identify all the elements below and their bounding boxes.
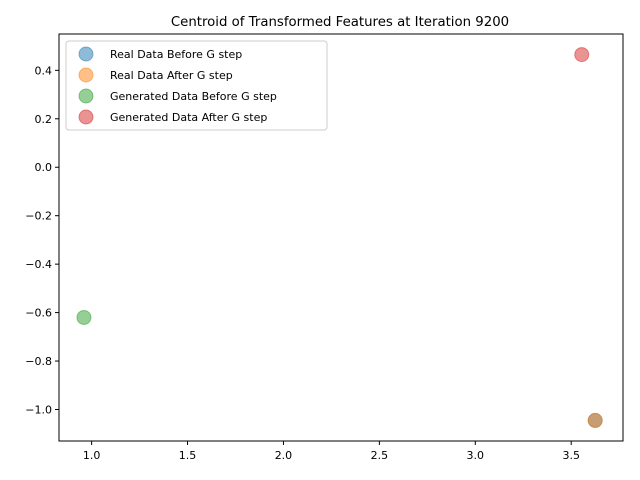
y-tick-label: −0.4 [25,258,52,271]
y-tick-label: 0.4 [35,64,53,77]
legend: Real Data Before G step Real Data After G… [65,40,328,131]
plot-frame [58,33,624,442]
plot-marks [76,47,603,428]
y-tick-label: −0.2 [25,210,52,223]
legend-label: Real Data After G step [110,69,233,82]
x-tick-label: 1.5 [179,449,197,462]
y-tick-label: −0.8 [25,355,52,368]
x-tick-label: 2.5 [371,449,389,462]
y-tick-label: 0.0 [35,161,53,174]
x-axis: 1.0 1.5 2.0 2.5 3.0 3.5 [83,441,580,462]
x-tick-label: 3.5 [562,449,580,462]
y-tick-label: −0.6 [25,307,52,320]
y-tick-label: −1.0 [25,404,52,417]
chart-title: Centroid of Transformed Features at Iter… [171,15,509,30]
legend-marker [78,46,94,62]
y-axis: 0.4 0.2 0.0 −0.2 −0.4 −0.6 −0.8 −1.0 [25,64,59,417]
legend-label: Generated Data Before G step [110,90,277,103]
x-tick-label: 3.0 [467,449,485,462]
x-tick-label: 1.0 [83,449,101,462]
x-tick-label: 2.0 [275,449,293,462]
legend-label: Generated Data After G step [110,111,267,124]
legend-marker [78,109,94,125]
scatter-point-series-3 [76,309,92,325]
legend-box [65,40,328,131]
scatter-point-series-4 [574,47,590,63]
scatter-point-series-2 [587,412,603,428]
legend-label: Real Data Before G step [110,48,242,61]
y-tick-label: 0.2 [35,113,53,126]
legend-marker [78,67,94,83]
legend-marker [78,88,94,104]
